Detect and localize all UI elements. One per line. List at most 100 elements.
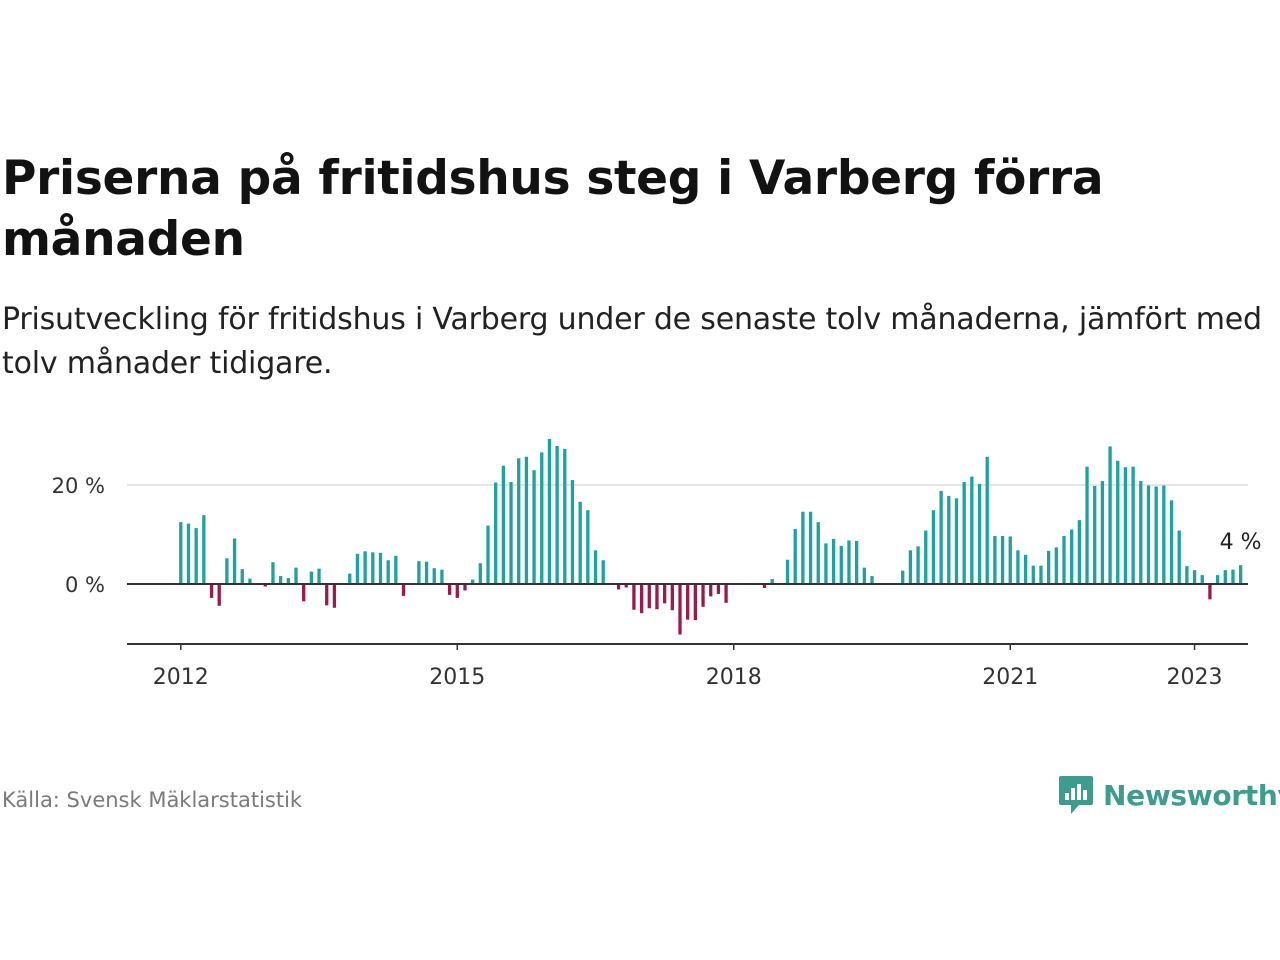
bar	[1192, 570, 1197, 584]
bar	[194, 528, 198, 584]
bar	[1062, 535, 1066, 584]
bar	[394, 555, 398, 584]
bar	[517, 458, 521, 584]
bar	[1215, 575, 1220, 584]
bar	[371, 552, 375, 584]
last-value-label: 4 %	[1220, 530, 1262, 555]
bar	[831, 538, 836, 584]
bar	[1054, 547, 1058, 584]
bar	[524, 456, 529, 584]
bar	[302, 584, 306, 602]
bar	[532, 470, 536, 584]
bar	[417, 561, 421, 584]
bar	[232, 538, 237, 584]
bar	[716, 584, 721, 594]
bar	[924, 530, 928, 584]
bar	[1039, 565, 1043, 585]
chart-subtitle: Prisutveckling för fritidshus i Varberg …	[2, 302, 1262, 381]
bar	[1016, 550, 1020, 584]
x-tick-label: 2018	[706, 665, 762, 690]
bar	[762, 584, 767, 588]
bar	[954, 498, 959, 584]
bar	[209, 584, 214, 598]
bar	[501, 465, 506, 584]
bar	[632, 584, 636, 610]
bar	[455, 584, 459, 598]
bar	[248, 578, 252, 585]
newsworthy-logo[interactable]: Newsworthy	[1058, 772, 1280, 818]
bar	[202, 515, 206, 584]
bar	[1223, 570, 1227, 584]
bar	[1008, 536, 1012, 584]
bar	[286, 578, 290, 584]
bar	[447, 584, 452, 595]
bar	[624, 584, 628, 588]
bar	[586, 510, 590, 584]
bar	[570, 480, 575, 584]
x-tick-label: 2015	[429, 665, 485, 690]
bar	[432, 568, 436, 584]
bar	[1100, 481, 1105, 584]
bar	[355, 553, 360, 585]
bar	[424, 561, 429, 584]
bar	[317, 568, 321, 585]
bar	[593, 550, 598, 584]
bar	[463, 584, 467, 591]
bar	[1131, 466, 1135, 584]
bar	[1231, 569, 1235, 585]
bar	[486, 525, 490, 584]
bar	[977, 484, 982, 584]
bar	[870, 576, 874, 584]
bar	[816, 522, 820, 585]
bar	[1177, 530, 1181, 584]
bar	[186, 523, 191, 584]
bar	[363, 551, 367, 584]
bar	[1200, 575, 1204, 584]
bar	[616, 584, 621, 590]
bar	[970, 476, 974, 584]
bar	[378, 552, 383, 584]
bar	[770, 579, 774, 584]
bar	[1208, 584, 1212, 600]
bar	[348, 573, 352, 584]
bar	[1023, 554, 1028, 584]
chart-title: Priserna på fritidshus steg i Varberg fö…	[2, 151, 1104, 267]
bar	[908, 550, 913, 584]
bar	[862, 567, 866, 584]
bar	[808, 511, 813, 584]
bar	[478, 563, 482, 584]
bar	[601, 560, 605, 584]
bar	[793, 529, 797, 585]
newsworthy-logo-icon	[1059, 776, 1093, 814]
bar	[839, 545, 843, 584]
bar	[962, 482, 966, 584]
bar	[555, 445, 559, 584]
bar	[1031, 565, 1035, 585]
bar	[1077, 520, 1082, 584]
bar	[939, 490, 943, 584]
bar	[494, 482, 498, 584]
bar	[509, 482, 513, 584]
x-tick-label: 2012	[153, 665, 209, 690]
bar	[1185, 566, 1189, 584]
bar	[1000, 535, 1005, 584]
bar	[263, 584, 267, 587]
bar	[931, 510, 936, 584]
bar	[578, 501, 582, 584]
bar	[701, 584, 705, 607]
bar	[179, 522, 183, 585]
bar	[563, 448, 567, 584]
bar	[294, 567, 298, 584]
bar	[1085, 466, 1089, 584]
bar	[1046, 550, 1051, 584]
bar	[332, 584, 337, 608]
bar	[1154, 486, 1158, 584]
bar	[686, 584, 690, 620]
bar	[678, 584, 682, 635]
bar	[1123, 467, 1128, 584]
price-change-bar-chart: 0 % 20 % 2012 2015 2018 2021 2023 4 %	[52, 438, 1262, 690]
bar	[916, 546, 920, 584]
bar	[662, 584, 667, 604]
bar	[693, 584, 698, 621]
bar	[854, 540, 859, 584]
